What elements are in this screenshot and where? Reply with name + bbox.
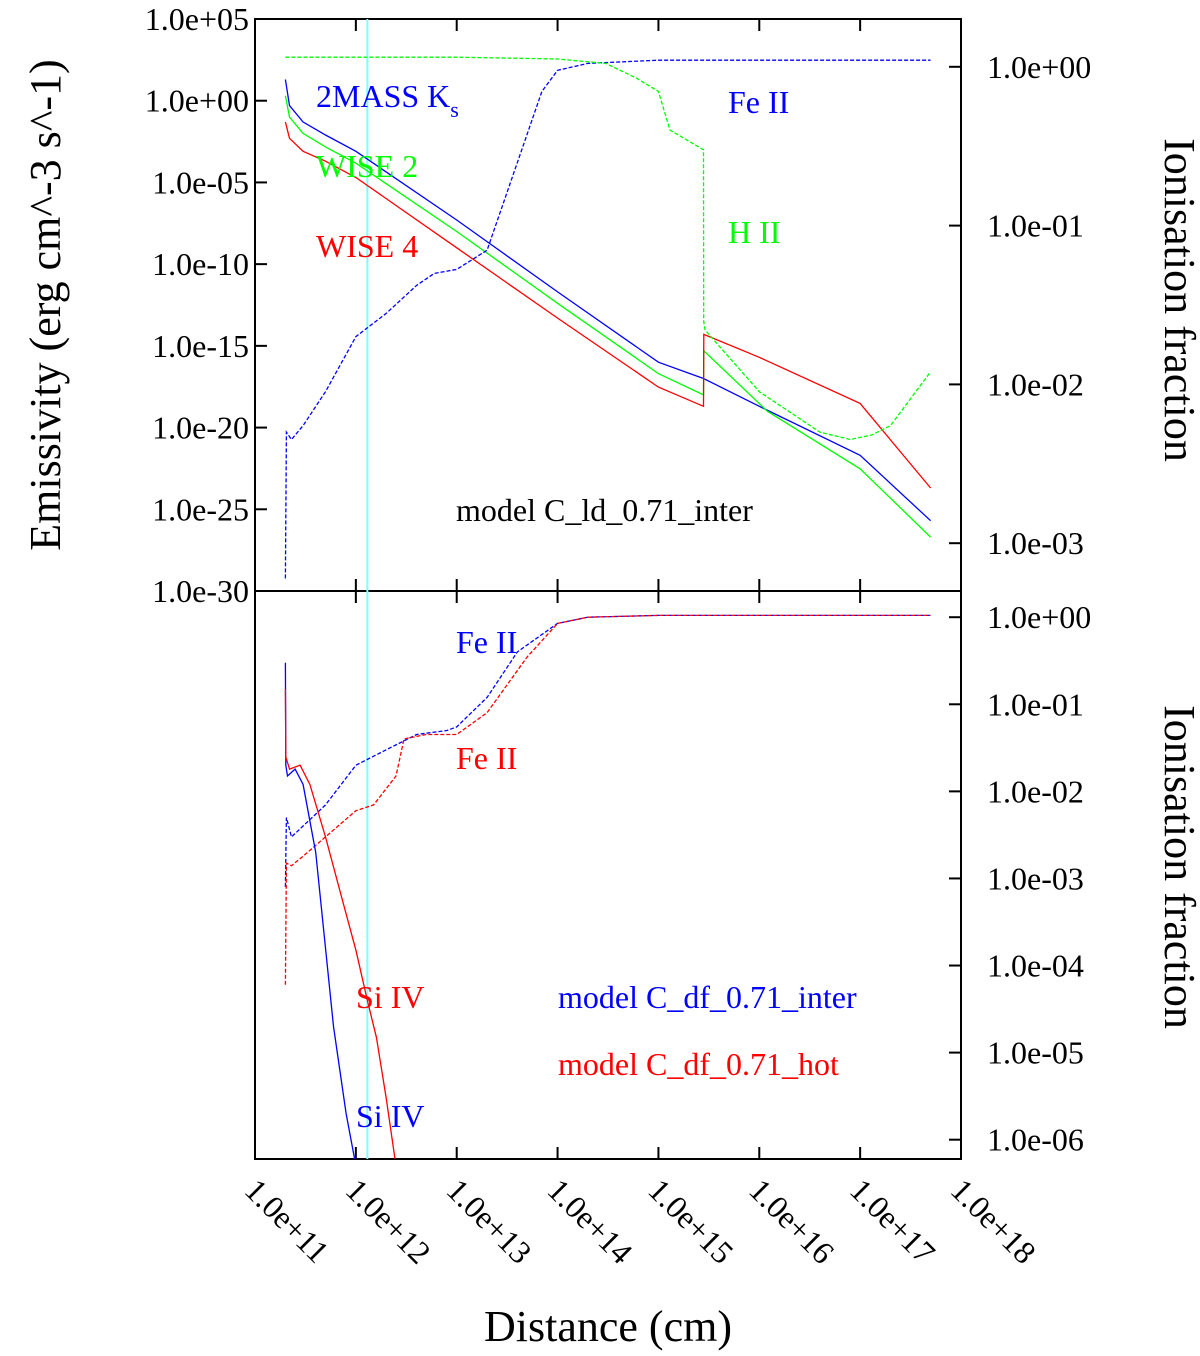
left-tick-label: 1.0e+05 [145,1,249,37]
series-h-ii [285,56,932,441]
label-si-iv-hot: Si IV [356,979,424,1015]
right-tick-label: 1.0e-03 [987,525,1084,561]
label-h-ii: H II [728,214,780,250]
left-tick-label: 1.0e-15 [152,328,249,364]
label-si-iv-inter: Si IV [356,1098,424,1134]
x-tick-label: 1.0e+17 [843,1171,942,1270]
left-tick-label: 1.0e-25 [152,491,249,527]
x-tick-label: 1.0e+11 [238,1171,336,1269]
series-fe-ii-hot- [284,614,931,985]
emissivity-label-text: Emissivity (erg cm^-3 s^-1) [21,59,70,550]
y-axis-left-label: Emissivity (erg cm^-3 s^-1) [21,59,70,550]
right-tick-label: 1.0e-04 [987,948,1084,984]
series-wise-2 [284,95,932,538]
x-axis-label: Distance (cm) [484,1302,732,1351]
left-tick-label: 1.0e-05 [152,164,249,200]
label-fe-ii-top: Fe II [728,84,789,120]
right-tick-label: 1.0e-02 [987,773,1084,809]
left-tick-label: 1.0e+00 [145,83,249,119]
label-fe-ii-hot: Fe II [456,740,517,776]
right-tick-label: 1.0e+00 [987,599,1091,635]
left-tick-label: 1.0e-10 [152,246,249,282]
model-label-top: model C_ld_0.71_inter [456,492,753,528]
right-tick-label: 1.0e+00 [987,49,1091,85]
x-tick-label: 1.0e+12 [339,1171,438,1270]
left-tick-label: 1.0e-30 [152,573,249,609]
x-tick-label: 1.0e+14 [541,1171,640,1270]
x-tick-label: 1.0e+16 [742,1171,841,1270]
right-tick-label: 1.0e-03 [987,860,1084,896]
axis-ticks [254,18,962,1159]
label-2mass-ks: 2MASS Ks [316,78,459,122]
y-axis-right-label-bottom: Ionisation fraction [1155,705,1200,1029]
left-tick-label: 1.0e-20 [152,410,249,446]
bottom-panel-frame [254,590,962,1160]
bottom-curves [284,614,931,1159]
model-label-inter: model C_df_0.71_inter [558,979,857,1015]
label-wise-4: WISE 4 [316,228,418,264]
label-fe-ii-inter: Fe II [456,624,517,660]
x-tick-label: 1.0e+18 [944,1171,1043,1270]
right-tick-label: 1.0e-01 [987,686,1084,722]
series-si-iv-inter- [284,662,356,1159]
right-tick-label: 1.0e-06 [987,1122,1084,1158]
x-tick-label: 1.0e+15 [641,1171,740,1270]
model-label-hot: model C_df_0.71_hot [558,1046,839,1082]
series-fe-ii [284,59,931,579]
right-tick-label: 1.0e-01 [987,208,1084,244]
y-axis-right-label-top: Ionisation fraction [1155,138,1200,462]
series-si-iv-hot- [284,688,396,1159]
series-2mass-ks [284,79,932,522]
series-fe-ii-inter- [284,614,931,887]
label-wise-2: WISE 2 [316,148,418,184]
right-tick-label: 1.0e-02 [987,366,1084,402]
series-wise-4 [284,121,932,489]
right-tick-label: 1.0e-05 [987,1035,1084,1071]
x-tick-label: 1.0e+13 [440,1171,539,1270]
curves [284,56,932,1159]
